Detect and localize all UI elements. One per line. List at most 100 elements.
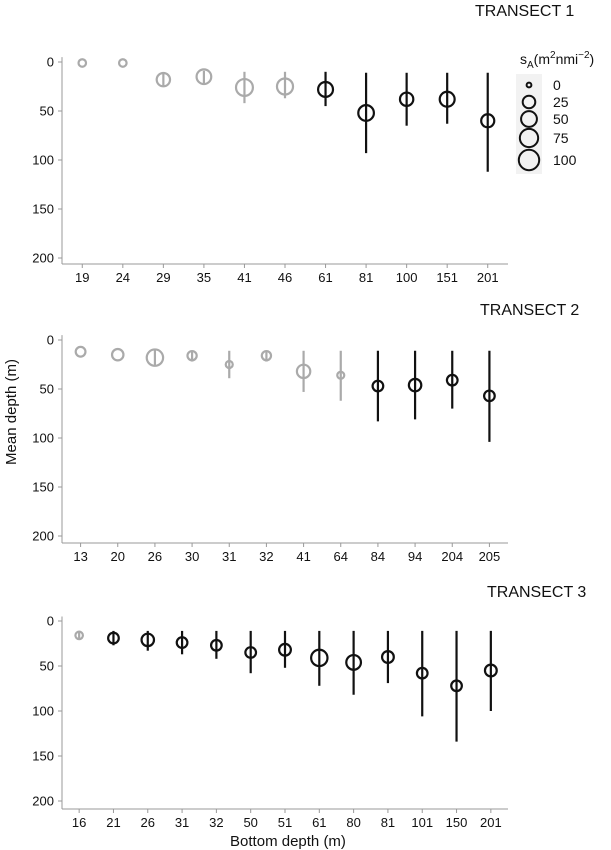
data-point-group xyxy=(209,630,223,659)
y-tick-label: 150 xyxy=(32,749,54,764)
data-point-circle xyxy=(445,373,459,387)
data-point-circle xyxy=(310,648,329,668)
data-point-group xyxy=(275,71,295,99)
x-tick-label: 94 xyxy=(408,549,422,564)
data-point-circle xyxy=(278,642,292,657)
y-tick-label: 200 xyxy=(32,529,54,544)
x-tick-label: 50 xyxy=(243,815,257,830)
data-point-circle xyxy=(175,636,189,650)
data-point-circle xyxy=(209,638,223,652)
data-point-circle xyxy=(345,653,363,671)
data-point-group xyxy=(74,630,85,641)
data-point-circle xyxy=(450,679,463,693)
y-tick-label: 200 xyxy=(32,251,54,266)
legend-label: 75 xyxy=(553,130,569,146)
data-point-group xyxy=(345,630,363,695)
data-point-circle xyxy=(336,370,346,380)
x-tick-label: 101 xyxy=(411,815,433,830)
data-point-group xyxy=(445,350,459,409)
y-tick-label: 100 xyxy=(32,153,54,168)
data-point-circle xyxy=(107,631,120,645)
x-tick-label: 29 xyxy=(156,270,170,285)
data-point-circle xyxy=(74,630,85,641)
data-point-circle xyxy=(140,632,156,648)
y-tick-label: 0 xyxy=(47,333,54,348)
legend-label: 50 xyxy=(553,111,569,127)
data-point-group xyxy=(77,58,88,68)
data-point-group xyxy=(450,630,463,742)
data-point-group xyxy=(316,71,335,107)
x-tick-label: 61 xyxy=(318,270,332,285)
data-point-circle xyxy=(371,379,385,393)
data-point-circle xyxy=(357,104,375,122)
x-tick-label: 35 xyxy=(197,270,211,285)
x-tick-label: 32 xyxy=(209,815,223,830)
x-tick-label: 31 xyxy=(222,549,236,564)
x-tick-label: 150 xyxy=(446,815,468,830)
y-tick-label: 150 xyxy=(32,480,54,495)
x-tick-label: 26 xyxy=(148,549,162,564)
data-point-group xyxy=(224,350,234,379)
data-point-group xyxy=(480,72,496,172)
y-tick-label: 0 xyxy=(47,614,54,629)
legend-label: 0 xyxy=(553,77,561,93)
x-tick-label: 204 xyxy=(441,549,463,564)
y-tick-label: 50 xyxy=(40,382,54,397)
data-point-group xyxy=(260,349,273,362)
data-point-circle xyxy=(155,71,172,88)
data-point-circle xyxy=(77,58,88,68)
panel-transect-2: TRANSECT 2 0 50 100 150 200 13 20 26 30 31 32 41 64 84… xyxy=(32,302,579,564)
data-point-circle xyxy=(186,349,198,362)
data-point-group xyxy=(175,630,189,655)
legend-circle xyxy=(521,94,537,110)
data-point-circle xyxy=(438,90,456,108)
x-tick-label: 84 xyxy=(371,549,385,564)
x-tick-label: 41 xyxy=(296,549,310,564)
data-point-group xyxy=(398,72,415,126)
y-tick-label: 50 xyxy=(40,104,54,119)
data-point-group xyxy=(107,630,120,646)
x-tick-label: 30 xyxy=(185,549,199,564)
legend-label: 100 xyxy=(553,152,577,168)
x-tick-label: 201 xyxy=(477,270,499,285)
x-tick-label: 26 xyxy=(141,815,155,830)
data-point-circle xyxy=(483,663,498,678)
data-point-group xyxy=(380,630,395,684)
data-point-circle xyxy=(224,359,234,370)
data-point-group xyxy=(195,68,213,86)
x-tick-label: 24 xyxy=(116,270,130,285)
data-point-group xyxy=(438,72,456,124)
panel-title: TRANSECT 1 xyxy=(475,3,574,20)
x-tick-label: 205 xyxy=(479,549,501,564)
x-tick-label: 21 xyxy=(106,815,120,830)
data-point-group xyxy=(186,349,198,362)
data-point-circle xyxy=(74,345,87,358)
data-point-circle xyxy=(110,347,125,362)
legend-label: 25 xyxy=(553,94,569,110)
x-tick-label: 32 xyxy=(259,549,273,564)
data-point-circle xyxy=(275,77,295,96)
x-axis-label: Bottom depth (m) xyxy=(230,833,346,850)
data-point-group xyxy=(140,630,156,651)
data-point-group xyxy=(110,347,125,362)
panel-transect-3: TRANSECT 3 0 50 100 150 200 16 21 26 31 32 50 51 61 80… xyxy=(32,584,586,830)
data-point-group xyxy=(310,630,329,686)
x-tick-label: 64 xyxy=(334,549,348,564)
data-point-circle xyxy=(145,348,165,367)
data-point-group xyxy=(415,630,429,717)
data-point-circle xyxy=(316,80,335,98)
data-point-group xyxy=(357,72,375,154)
legend-circle xyxy=(518,127,540,149)
data-point-group xyxy=(483,630,498,711)
data-point-group xyxy=(336,350,346,401)
data-point-circle xyxy=(415,666,429,680)
data-point-circle xyxy=(195,68,213,86)
panel-title: TRANSECT 2 xyxy=(480,302,579,319)
x-tick-label: 151 xyxy=(436,270,458,285)
data-point-circle xyxy=(117,58,128,68)
y-tick-label: 100 xyxy=(32,431,54,446)
data-point-group xyxy=(74,345,87,358)
data-point-group xyxy=(278,630,292,668)
